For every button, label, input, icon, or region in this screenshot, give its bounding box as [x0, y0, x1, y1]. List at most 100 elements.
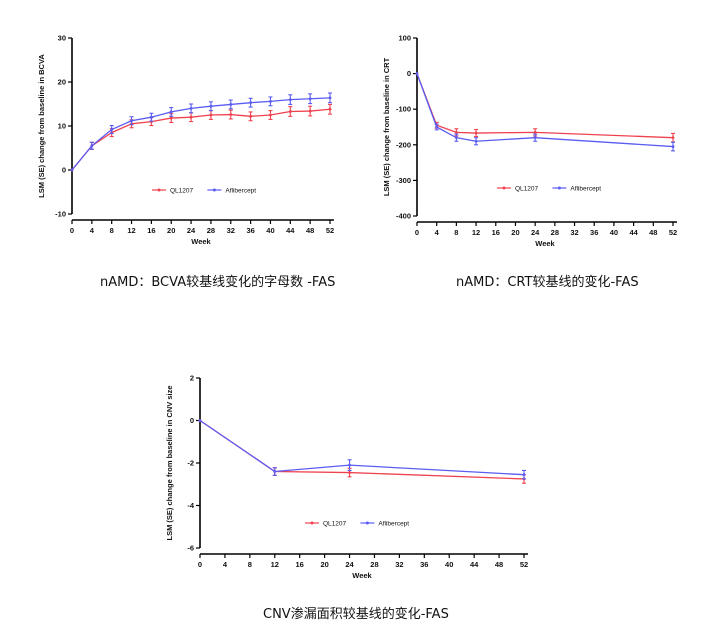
x-tick-label: 32 — [395, 560, 403, 569]
x-tick-label: 40 — [445, 560, 453, 569]
crt-chart: -400 -300 -200 -100 0 100 0 4 8 12 16 20 24 28 32 36 40 4… — [375, 30, 690, 270]
y-tick-label: 20 — [58, 78, 66, 87]
y-axis-title: LSM (SE) change from baseline in CRT — [382, 57, 391, 196]
x-tick-label: 52 — [520, 560, 528, 569]
y-axis-title: LSM (SE) change from baseline in CNV siz… — [165, 385, 174, 540]
aflibercept-legend-label: Aflibercept — [570, 185, 601, 192]
ql1207-point — [328, 107, 332, 111]
y-tick-label: 10 — [58, 122, 66, 131]
x-tick-label: 20 — [167, 226, 175, 235]
ql1207-legend-marker — [157, 188, 161, 192]
aflibercept-point — [522, 473, 526, 477]
x-tick-label: 28 — [207, 226, 215, 235]
x-tick-label: 20 — [320, 560, 328, 569]
ql1207-point — [209, 113, 213, 117]
aflibercept-point — [328, 96, 332, 100]
x-tick-label: 16 — [147, 226, 155, 235]
y-tick-label: -10 — [55, 210, 66, 219]
x-tick-label: 44 — [286, 226, 295, 235]
cnv-chart: -6 -4 -2 0 2 0 4 8 12 16 20 24 28 32 36 40 44 48 52 Week LSM… — [150, 370, 540, 595]
aflibercept-point — [269, 99, 272, 103]
aflibercept-point — [308, 97, 312, 101]
y-tick-label: -100 — [396, 105, 411, 114]
x-tick-label: 20 — [511, 228, 519, 237]
aflibercept-legend-label: Aflibercept — [378, 520, 409, 527]
x-tick-label: 32 — [227, 226, 235, 235]
aflibercept-point — [474, 139, 478, 143]
ql1207-point — [474, 131, 478, 135]
x-tick-label: 24 — [345, 560, 354, 569]
x-tick-label: 8 — [110, 226, 114, 235]
x-tick-label: 48 — [649, 228, 657, 237]
legend: QL1207 Aflibercept — [497, 185, 601, 192]
x-tick-label: 28 — [551, 228, 559, 237]
ql1207-point — [308, 109, 312, 113]
ql1207-point — [288, 110, 292, 113]
bcva-chart: -10 0 10 20 30 0 4 8 12 16 20 24 28 32 36 40 44 48 52 Week L… — [37, 30, 340, 270]
y-tick-label: -6 — [187, 544, 194, 553]
aflibercept-legend-label: Aflibercept — [225, 187, 256, 194]
x-tick-label: 8 — [454, 228, 458, 237]
x-tick-label: 16 — [492, 228, 500, 237]
y-tick-label: 0 — [190, 416, 194, 425]
y-tick-label: -400 — [396, 212, 411, 221]
x-tick-label: 44 — [629, 228, 638, 237]
y-tick-label: -4 — [187, 501, 194, 510]
aflibercept-point — [533, 136, 537, 140]
x-tick-label: 8 — [248, 560, 252, 569]
aflibercept-point — [229, 103, 233, 106]
ql1207-point — [533, 130, 537, 134]
ql1207-legend-label: QL1207 — [515, 185, 539, 192]
x-axis-title: Week — [535, 239, 555, 248]
y-tick-label: 0 — [62, 166, 66, 175]
x-tick-label: 16 — [296, 560, 304, 569]
x-axis-title: Week — [191, 237, 211, 246]
y-tick-label: 30 — [58, 34, 66, 43]
aflibercept-point — [90, 144, 94, 148]
aflibercept-legend-marker — [557, 186, 561, 190]
x-tick-label: 24 — [187, 226, 196, 235]
legend: QL1207 Aflibercept — [305, 520, 409, 527]
ql1207-point — [454, 130, 458, 134]
x-tick-label: 48 — [306, 226, 314, 235]
x-tick-label: 52 — [326, 226, 334, 235]
x-tick-label: 40 — [266, 226, 274, 235]
ql1207-point — [671, 136, 675, 140]
aflibercept-point — [70, 168, 74, 172]
y-tick-label: -2 — [187, 459, 194, 468]
y-axis-title: LSM (SE) change from baseline in BCVA — [37, 54, 46, 198]
x-axis-title: Week — [352, 571, 372, 580]
aflibercept-point — [288, 98, 292, 101]
x-tick-label: 32 — [570, 228, 578, 237]
ql1207-legend-label: QL1207 — [323, 520, 347, 527]
ql1207-point — [249, 114, 253, 118]
aflibercept-point — [169, 110, 173, 114]
aflibercept-point — [249, 101, 253, 105]
ql1207-point — [229, 113, 233, 116]
bcva-caption: nAMD：BCVA较基线变化的字母数 -FAS — [100, 275, 336, 290]
y-tick-label: -300 — [396, 176, 411, 185]
aflibercept-point — [435, 125, 439, 129]
y-tick-label: 2 — [190, 374, 194, 383]
ql1207-legend-label: QL1207 — [170, 187, 194, 194]
aflibercept-point — [130, 119, 133, 123]
x-tick-label: 44 — [470, 560, 479, 569]
ql1207-legend-marker — [502, 186, 506, 190]
x-tick-label: 0 — [70, 226, 74, 235]
aflibercept-point — [348, 463, 351, 467]
aflibercept-point — [415, 72, 419, 75]
aflibercept-point — [671, 145, 675, 148]
aflibercept-series-line — [416, 73, 674, 148]
x-tick-label: 36 — [590, 228, 598, 237]
x-tick-label: 28 — [370, 560, 378, 569]
x-tick-label: 36 — [246, 226, 254, 235]
x-tick-label: 12 — [271, 560, 279, 569]
x-tick-label: 4 — [223, 560, 228, 569]
cnv-caption: CNV渗漏面积较基线的变化-FAS — [263, 607, 449, 622]
x-tick-label: 12 — [127, 226, 135, 235]
x-tick-label: 4 — [90, 226, 95, 235]
aflibercept-series-line — [71, 97, 331, 171]
